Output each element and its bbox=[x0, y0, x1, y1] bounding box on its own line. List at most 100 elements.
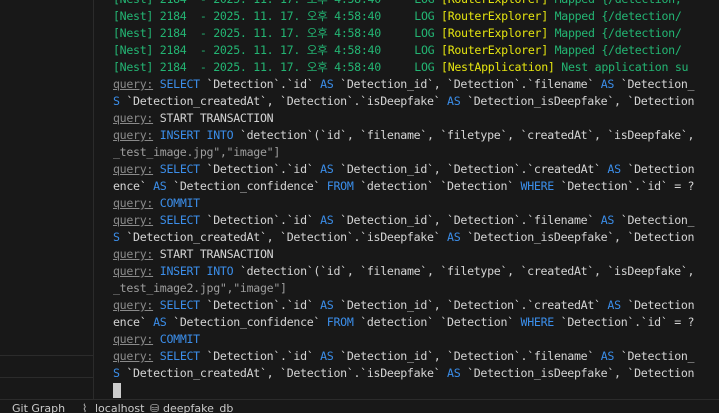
terminal-text bbox=[153, 162, 160, 176]
terminal-text: [Nest] 2184 - 2025. 11. 17. 오후 4:58:40 L… bbox=[113, 60, 442, 74]
query-prefix: query: bbox=[113, 162, 154, 176]
terminal-prompt-line bbox=[113, 382, 719, 399]
terminal-text: `Detection`.`id` bbox=[199, 213, 321, 227]
terminal-text: `Detection_id`, `Detection`.`createdAt` bbox=[333, 162, 608, 176]
terminal-text: Nest application su bbox=[554, 60, 689, 74]
git-graph-button[interactable]: Git Graph bbox=[12, 402, 66, 413]
terminal-line: query: INSERT INTO `detection`(`id`, `fi… bbox=[113, 263, 719, 280]
terminal-text: FROM bbox=[326, 315, 354, 329]
terminal-line: [Nest] 2184 - 2025. 11. 17. 오후 4:58:40 L… bbox=[113, 42, 719, 59]
terminal-text: ence` bbox=[113, 179, 154, 193]
terminal-line: [Nest] 2184 - 2025. 11. 17. 오후 4:58:40 L… bbox=[113, 59, 719, 76]
terminal-text: `Detection`.`id` bbox=[199, 349, 321, 363]
terminal-panel[interactable]: [Nest] 2184 - 2025. 11. 17. 오후 4:58:40 L… bbox=[94, 0, 719, 399]
terminal-text: `Detection bbox=[620, 298, 695, 312]
terminal-text: ence` bbox=[113, 315, 154, 329]
terminal-text: AS bbox=[153, 315, 167, 329]
database-icon: ⛁ bbox=[150, 402, 160, 413]
terminal-text: Mapped {/detection, bbox=[548, 0, 688, 6]
terminal-text: COMMIT bbox=[159, 332, 200, 346]
terminal-text: SELECT bbox=[159, 162, 200, 176]
terminal-text: `detection` `Detection` bbox=[353, 179, 521, 193]
terminal-line: query: START TRANSACTION bbox=[113, 110, 719, 127]
terminal-text: `Detection_isDeepfake`, `Detection bbox=[460, 94, 695, 108]
terminal-text bbox=[153, 77, 160, 91]
query-prefix: query: bbox=[113, 332, 154, 346]
terminal-line: _test_image.jpg","image"] bbox=[113, 144, 719, 161]
terminal-text: `Detection_confidence` bbox=[166, 315, 327, 329]
terminal-text bbox=[153, 298, 160, 312]
query-prefix: query: bbox=[113, 298, 154, 312]
terminal-text: S bbox=[113, 366, 120, 380]
terminal-line: ence` AS `Detection_confidence` FROM `de… bbox=[113, 314, 719, 331]
terminal-text: [Nest] 2184 - 2025. 11. 17. 오후 4:58:40 L… bbox=[113, 0, 441, 6]
connection-label[interactable]: localhost bbox=[95, 402, 145, 413]
terminal-line: S `Detection_createdAt`, `Detection`.`is… bbox=[113, 93, 719, 110]
terminal-text bbox=[153, 213, 160, 227]
terminal-text: `Detection_isDeepfake`, `Detection bbox=[460, 366, 695, 380]
query-prefix: query: bbox=[113, 264, 154, 278]
terminal-text: `Detection_ bbox=[614, 77, 695, 91]
terminal-text bbox=[153, 264, 160, 278]
terminal-cursor bbox=[113, 383, 121, 398]
terminal-text bbox=[153, 128, 160, 142]
terminal-text: [Nest] 2184 - 2025. 11. 17. 오후 4:58:40 L… bbox=[113, 43, 442, 57]
terminal-text: Mapped {/detection/ bbox=[547, 43, 682, 57]
terminal-text: [RouterExplorer] bbox=[441, 9, 548, 23]
terminal-line: ence` AS `Detection_confidence` FROM `de… bbox=[113, 178, 719, 195]
terminal-text: [Nest] 2184 - 2025. 11. 17. 오후 4:58:40 L… bbox=[113, 26, 442, 40]
terminal-text: COMMIT bbox=[159, 196, 200, 210]
terminal-line: query: SELECT `Detection`.`id` AS `Detec… bbox=[113, 161, 719, 178]
divider bbox=[0, 377, 93, 378]
terminal-text bbox=[153, 332, 160, 346]
terminal-line: [Nest] 2184 - 2025. 11. 17. 오후 4:58:40 L… bbox=[113, 8, 719, 25]
terminal-output: [Nest] 2184 - 2025. 11. 17. 오후 4:58:40 L… bbox=[113, 0, 719, 399]
terminal-text: START TRANSACTION bbox=[153, 247, 274, 261]
terminal-text: Mapped {/detection/ bbox=[547, 9, 682, 23]
terminal-line: _test_image2.jpg","image"] bbox=[113, 280, 719, 297]
terminal-line: query: SELECT `Detection`.`id` AS `Detec… bbox=[113, 212, 719, 229]
database-label[interactable]: deepfake_db bbox=[163, 402, 234, 413]
terminal-text: AS bbox=[447, 366, 461, 380]
terminal-text: AS bbox=[320, 349, 334, 363]
query-prefix: query: bbox=[113, 196, 154, 210]
terminal-text: AS bbox=[600, 77, 615, 91]
terminal-text: AS bbox=[607, 162, 621, 176]
terminal-text: `Detection_id`, `Detection`.`filename` bbox=[333, 77, 601, 91]
terminal-text: `Detection_ bbox=[614, 213, 695, 227]
terminal-line: query: COMMIT bbox=[113, 331, 719, 348]
terminal-line: query: SELECT `Detection`.`id` AS `Detec… bbox=[113, 297, 719, 314]
terminal-text: S bbox=[113, 230, 120, 244]
terminal-text: WHERE bbox=[520, 315, 555, 329]
terminal-text: `detection`(`id`, `filename`, `filetype`… bbox=[233, 128, 695, 142]
sidebar-panel bbox=[0, 0, 94, 399]
terminal-line: query: START TRANSACTION bbox=[113, 246, 719, 263]
terminal-text: INSERT INTO bbox=[159, 128, 234, 142]
query-prefix: query: bbox=[113, 247, 154, 261]
query-prefix: query: bbox=[113, 349, 154, 363]
terminal-text: `Detection_isDeepfake`, `Detection bbox=[460, 230, 695, 244]
terminal-text: SELECT bbox=[159, 349, 200, 363]
terminal-text: S bbox=[113, 94, 120, 108]
terminal-text: FROM bbox=[326, 179, 354, 193]
query-prefix: query: bbox=[113, 111, 154, 125]
terminal-text: SELECT bbox=[159, 298, 200, 312]
terminal-text: Mapped {/detection/ bbox=[547, 26, 682, 40]
terminal-line: query: INSERT INTO `detection`(`id`, `fi… bbox=[113, 127, 719, 144]
terminal-line: [Nest] 2184 - 2025. 11. 17. 오후 4:58:40 L… bbox=[113, 0, 719, 8]
terminal-text: AS bbox=[320, 213, 334, 227]
terminal-text: AS bbox=[447, 94, 461, 108]
query-prefix: query: bbox=[113, 213, 154, 227]
terminal-text: INSERT INTO bbox=[159, 264, 234, 278]
terminal-text: `Detection_ bbox=[614, 349, 695, 363]
terminal-text: WHERE bbox=[520, 179, 555, 193]
terminal-text bbox=[153, 196, 160, 210]
terminal-text: `Detection`.`id` bbox=[199, 162, 321, 176]
terminal-text: [RouterExplorer] bbox=[441, 43, 548, 57]
terminal-line: S `Detection_createdAt`, `Detection`.`is… bbox=[113, 365, 719, 382]
terminal-text: AS bbox=[320, 162, 334, 176]
plug-icon: ⌇ bbox=[82, 402, 88, 413]
terminal-text: START TRANSACTION bbox=[153, 111, 274, 125]
terminal-text: `Detection bbox=[620, 162, 695, 176]
terminal-text: `Detection_id`, `Detection`.`filename` bbox=[333, 349, 601, 363]
